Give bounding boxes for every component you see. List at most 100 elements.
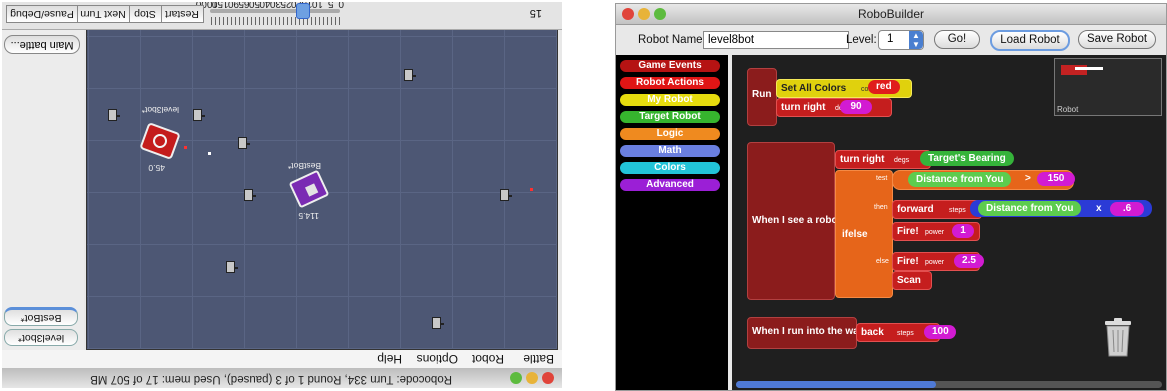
menu-robot[interactable]: Robot: [471, 352, 504, 366]
robot-button-level3bot[interactable]: level3bot*: [4, 329, 78, 346]
menu-battle[interactable]: Battle: [523, 352, 554, 366]
speed-scale-label: 0: [338, 2, 344, 9]
level3bot-energy: 45.0: [148, 163, 165, 173]
close-window-icon[interactable]: [622, 8, 634, 20]
zoom-window-icon[interactable]: [510, 372, 522, 384]
save-robot-button[interactable]: Save Robot: [1078, 30, 1156, 49]
threshold-value-pill[interactable]: 150: [1037, 172, 1075, 186]
robocode-titlebar: Robocode: Turn 334, Round 1 of 3 (paused…: [2, 367, 562, 388]
turn-right-block-see[interactable]: turn right degs: [835, 150, 931, 169]
ifelse-block[interactable]: ifelse test then else: [835, 170, 893, 298]
bestbot-robot: [288, 169, 330, 209]
stop-button[interactable]: Stop: [128, 5, 162, 23]
back-steps-pill[interactable]: 100: [924, 325, 956, 339]
horizontal-scrollbar[interactable]: [736, 381, 1162, 388]
run-label: Run: [752, 89, 772, 100]
degs-param-label: degs: [894, 157, 910, 164]
minimap-label: Robot: [1057, 105, 1079, 114]
turn-right-label: turn right: [840, 154, 885, 165]
category-robot-actions[interactable]: Robot Actions: [620, 77, 720, 89]
minimize-window-icon[interactable]: [526, 372, 538, 384]
category-advanced[interactable]: Advanced: [620, 179, 720, 191]
targets-bearing-pill[interactable]: Target's Bearing: [920, 151, 1014, 166]
speed-scale-label: 25: [280, 2, 292, 9]
minimap-block: [1075, 67, 1103, 70]
robot-name-input[interactable]: [703, 31, 849, 49]
level3bot-name: level3bot*: [141, 105, 179, 115]
robocode-status-text: Robocode: Turn 334, Round 1 of 3 (paused…: [90, 373, 452, 385]
see-robot-hat-block[interactable]: When I see a robot: [747, 142, 841, 300]
level-select[interactable]: 1 ▲ ▼: [878, 30, 924, 50]
next-turn-button[interactable]: Next Turn: [76, 5, 130, 23]
menu-help[interactable]: Help: [377, 352, 402, 366]
wall-block: [226, 261, 235, 273]
forward-block[interactable]: forward steps: [892, 200, 982, 219]
pause-debug-button[interactable]: Pause/Debug: [6, 5, 78, 23]
factor-value-pill[interactable]: .6: [1110, 202, 1144, 216]
times-operator: x: [1096, 203, 1102, 214]
power-param-label: power: [925, 229, 945, 236]
steps-param-label: steps: [949, 207, 966, 214]
fire-label: Fire!: [897, 256, 919, 267]
level-label: Level:: [846, 34, 877, 46]
scan-block[interactable]: Scan: [892, 271, 932, 290]
speed-scale: 051015202530405065901501000: [196, 2, 344, 9]
power-value-pill-1[interactable]: 1: [952, 224, 974, 238]
robocode-side-panel: level3bot* BestBot* Main battle...: [2, 30, 84, 350]
wall-block: [500, 189, 509, 201]
speed-slider[interactable]: [210, 3, 340, 19]
gt-operator: >: [1025, 173, 1031, 184]
main-battle-button[interactable]: Main battle...: [4, 35, 80, 54]
go-button[interactable]: Go!: [934, 30, 980, 49]
test-label: test: [876, 175, 888, 182]
minimap-block: [1061, 65, 1087, 75]
run-hat-block[interactable]: Run: [747, 68, 777, 126]
wall-block: [193, 109, 202, 121]
fire-label: Fire!: [897, 226, 919, 237]
wall-label: When I run into the wall: [752, 326, 865, 337]
wall-hat-block[interactable]: When I run into the wall: [747, 317, 864, 349]
robobuilder-window: RoboBuilder Robot Name: Level: 1 ▲▼ Go! …: [615, 3, 1167, 391]
degs-value-pill[interactable]: 90: [840, 100, 872, 114]
color-value-pill[interactable]: red: [868, 80, 900, 94]
power-value-pill-2[interactable]: 2.5: [954, 254, 984, 268]
close-window-icon[interactable]: [542, 372, 554, 384]
zoom-window-icon[interactable]: [654, 8, 666, 20]
bestbot-energy: 114.5: [298, 211, 319, 221]
back-label: back: [861, 327, 884, 338]
robot-button-bestbot[interactable]: BestBot*: [4, 307, 78, 326]
distance-from-you-pill-2[interactable]: Distance from You: [978, 201, 1082, 216]
minimize-window-icon[interactable]: [638, 8, 650, 20]
block-canvas[interactable]: Run Set All Colors color red turn right …: [732, 55, 1166, 390]
robobuilder-titlebar: RoboBuilder: [616, 4, 1166, 25]
bullet: [208, 152, 211, 155]
category-my-robot[interactable]: My Robot: [620, 94, 720, 106]
forward-label: forward: [897, 204, 934, 215]
robocode-toolbar: 15 051015202530405065901501000 Restart S…: [2, 2, 562, 30]
robot-name-label: Robot Name:: [638, 34, 706, 46]
bestbot-name: BestBot*: [287, 161, 321, 171]
category-target-robot[interactable]: Target Robot: [620, 111, 720, 123]
back-block[interactable]: back steps: [856, 323, 940, 342]
distance-from-you-pill[interactable]: Distance from You: [908, 172, 1012, 187]
menu-options[interactable]: Options: [416, 352, 458, 366]
trash-can-icon[interactable]: [1102, 317, 1134, 357]
level-value: 1: [887, 33, 894, 45]
scrollbar-thumb[interactable]: [736, 381, 936, 388]
canvas-minimap[interactable]: Robot: [1054, 58, 1162, 116]
category-math[interactable]: Math: [620, 145, 720, 157]
category-colors[interactable]: Colors: [620, 162, 720, 174]
load-robot-button[interactable]: Load Robot: [990, 30, 1070, 51]
restart-button[interactable]: Restart: [160, 5, 204, 23]
speed-scale-label: 65: [238, 2, 250, 9]
ifelse-label: ifelse: [842, 229, 868, 240]
then-label: then: [874, 204, 888, 211]
category-logic[interactable]: Logic: [620, 128, 720, 140]
category-game-events[interactable]: Game Events: [620, 60, 720, 72]
turn-right-block-run[interactable]: turn right degs: [776, 98, 892, 117]
wall-block: [404, 69, 413, 81]
battle-arena: 114.5 BestBot* 45.0 level3bot*: [86, 28, 558, 350]
wall-block: [432, 317, 441, 329]
speed-slider-thumb[interactable]: [296, 3, 311, 19]
speed-slider-ticks: [210, 17, 340, 25]
